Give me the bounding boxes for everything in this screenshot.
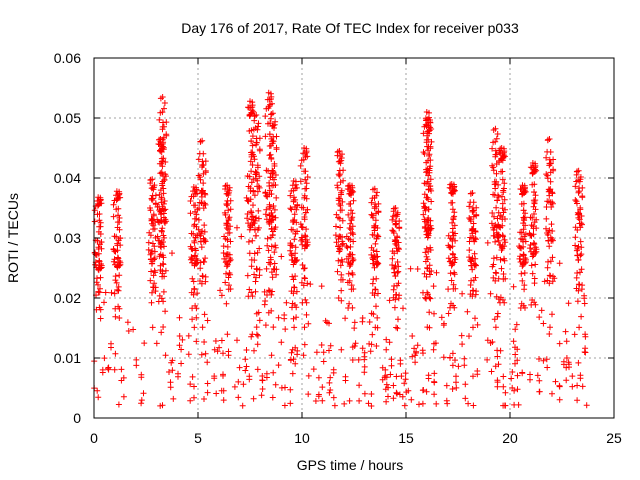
peak-point xyxy=(469,190,476,196)
peak-point xyxy=(247,98,253,105)
peak-point xyxy=(290,178,297,184)
x-axis-label: GPS time / hours xyxy=(297,457,404,473)
y-axis-label: ROTI / TECUs xyxy=(5,193,21,283)
peak-point xyxy=(190,184,197,190)
y-tick-label: 0.02 xyxy=(54,290,81,306)
y-tick-label: 0.01 xyxy=(54,350,81,366)
data-points xyxy=(91,89,590,409)
y-tick-label: 0.03 xyxy=(54,230,81,246)
y-tick-label: 0.05 xyxy=(54,110,81,126)
peak-point xyxy=(301,145,308,151)
chart-title: Day 176 of 2017, Rate Of TEC Index for r… xyxy=(181,20,519,36)
peak-point xyxy=(157,136,164,142)
peak-point xyxy=(336,148,343,154)
peak-point xyxy=(113,188,120,195)
peak-point xyxy=(265,89,272,96)
x-axis-ticks: 0 5 10 15 20 25 xyxy=(90,58,622,446)
peak-point xyxy=(529,160,536,166)
peak-point xyxy=(95,194,102,201)
peak-point xyxy=(519,182,526,189)
x-tick-label: 0 xyxy=(90,430,98,446)
peak-point xyxy=(424,116,431,123)
peak-point xyxy=(269,110,276,117)
peak-point xyxy=(346,182,353,189)
peak-point xyxy=(392,205,399,211)
x-tick-label: 25 xyxy=(606,430,622,446)
peak-point xyxy=(149,176,156,183)
peak-point xyxy=(423,109,430,115)
x-tick-label: 20 xyxy=(502,430,518,446)
x-tick-label: 5 xyxy=(194,430,202,446)
peak-point xyxy=(546,136,553,142)
y-tick-label: 0 xyxy=(73,410,81,426)
peak-point xyxy=(224,182,231,189)
peak-point xyxy=(199,137,206,144)
grid-lines xyxy=(94,58,614,418)
x-tick-label: 10 xyxy=(294,430,310,446)
x-tick-label: 15 xyxy=(398,430,414,446)
peak-point xyxy=(253,112,260,118)
peak-point xyxy=(492,125,499,132)
peak-point xyxy=(498,145,505,151)
peak-point xyxy=(371,185,378,192)
y-tick-label: 0.04 xyxy=(54,170,81,186)
y-tick-label: 0.06 xyxy=(54,50,81,66)
peak-point xyxy=(448,181,455,187)
scatter-cloud xyxy=(91,90,590,409)
peak-point xyxy=(575,167,582,174)
peak-point xyxy=(159,94,166,100)
y-axis-ticks: 0 0.01 0.02 0.03 0.04 0.05 0.06 xyxy=(54,50,614,426)
